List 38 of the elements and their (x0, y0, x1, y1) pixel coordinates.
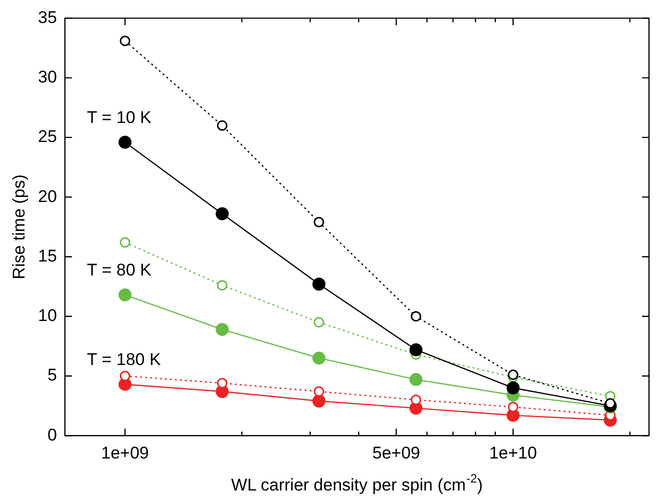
point (118, 136, 132, 149)
annotation: T = 80 K (86, 260, 152, 280)
point (216, 120, 228, 131)
x-tick-label: 1e+10 (489, 443, 537, 462)
point (312, 394, 326, 408)
point (508, 402, 518, 412)
point (120, 36, 130, 46)
point (120, 237, 130, 248)
x-tick-label: 1e+09 (101, 443, 149, 462)
y-tick-label: 30 (38, 68, 57, 87)
point (409, 373, 422, 386)
y-tick-label: 35 (38, 8, 57, 27)
point (216, 322, 229, 336)
point (314, 386, 324, 397)
y-tick-label: 25 (38, 127, 57, 146)
y-axis-title: Rise time (ps) (10, 174, 29, 280)
point (216, 207, 229, 220)
point (120, 370, 130, 382)
point (409, 343, 422, 356)
point (312, 352, 326, 365)
y-tick-label: 15 (38, 246, 57, 266)
point (605, 398, 616, 409)
annotation: T = 10 K (86, 108, 152, 127)
point (118, 288, 132, 302)
point (506, 381, 520, 394)
y-tick-label: 0 (47, 425, 57, 444)
point (410, 311, 422, 322)
y-tick-label: 10 (38, 306, 57, 326)
annotation: T = 180 K (86, 350, 162, 370)
point (216, 378, 228, 388)
point (314, 317, 324, 328)
y-tick-label: 5 (47, 366, 57, 385)
point (216, 280, 228, 291)
point (410, 394, 422, 406)
y-tick-label: 20 (38, 186, 57, 206)
point (312, 278, 326, 291)
x-tick-label: 5e+09 (372, 443, 420, 462)
point (314, 216, 324, 228)
